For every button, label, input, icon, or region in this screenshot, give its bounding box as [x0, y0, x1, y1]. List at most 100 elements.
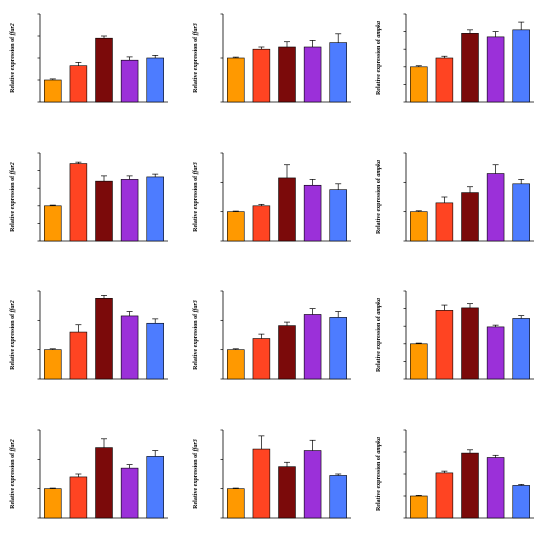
bar — [512, 318, 530, 380]
y-axis-title: Relative expression of ampka — [376, 437, 382, 511]
y-axis-title-gene: ampka — [376, 437, 382, 454]
bar — [146, 322, 164, 380]
panel-j: Relative expression of ffar2 — [10, 429, 168, 519]
bar — [435, 472, 454, 519]
panel-b: Relative expression of ffar3 — [193, 13, 351, 103]
panel-i: Relative expression of ampka — [376, 290, 534, 380]
y-axis-title: Relative expression of ffar3 — [193, 439, 199, 509]
bar — [252, 205, 271, 242]
bar — [461, 307, 479, 380]
bar — [461, 452, 479, 519]
bar — [120, 59, 139, 103]
panel-d: Relative expression of ffar2 — [10, 152, 168, 242]
y-axis-title-gene: ffar2 — [10, 439, 16, 451]
y-axis-title-gene: ffar3 — [193, 162, 199, 174]
bar — [278, 466, 296, 519]
bar — [227, 211, 245, 242]
bar — [95, 37, 113, 103]
y-axis-title-prefix: Relative expression of — [193, 312, 199, 369]
y-axis-title-prefix: Relative expression of — [376, 38, 382, 95]
y-axis-title-gene: ffar2 — [10, 300, 16, 312]
y-axis-title-gene: ampka — [376, 160, 382, 177]
y-axis-title: Relative expression of ffar2 — [10, 162, 16, 232]
bar — [486, 457, 505, 519]
bar — [69, 65, 88, 103]
bar — [512, 183, 530, 242]
bar — [486, 326, 505, 380]
panel-a: Relative expression of ffar2 — [10, 13, 168, 103]
bar — [410, 495, 428, 519]
bar — [329, 475, 347, 519]
panel-f: Relative expression of ampka — [376, 152, 534, 242]
y-axis-title-prefix: Relative expression of — [193, 174, 199, 231]
y-axis-title-prefix: Relative expression of — [10, 451, 16, 508]
y-axis-title-prefix: Relative expression of — [10, 312, 16, 369]
y-axis-title: Relative expression of ampka — [376, 160, 382, 234]
bar — [44, 488, 62, 519]
bar — [486, 36, 505, 103]
y-axis-title: Relative expression of ffar2 — [10, 23, 16, 93]
panel-e: Relative expression of ffar3 — [193, 152, 351, 242]
bar — [486, 173, 505, 242]
panel-k: Relative expression of ffar3 — [193, 429, 351, 519]
bar — [435, 202, 454, 242]
bar — [410, 66, 428, 103]
bar — [227, 349, 245, 380]
bar — [227, 57, 245, 103]
y-axis-title-prefix: Relative expression of — [193, 35, 199, 92]
y-axis-title-prefix: Relative expression of — [10, 35, 16, 92]
bar — [278, 46, 296, 103]
bar — [303, 450, 322, 519]
bar — [120, 179, 139, 242]
y-axis-title: Relative expression of ffar2 — [10, 439, 16, 509]
bar — [435, 310, 454, 380]
y-axis-title-gene: ffar3 — [193, 300, 199, 312]
bar — [329, 42, 347, 103]
bar — [44, 349, 62, 380]
panel-l: Relative expression of ampka — [376, 429, 534, 519]
bar — [329, 317, 347, 380]
bar — [303, 46, 322, 103]
bar — [69, 476, 88, 519]
y-axis-title: Relative expression of ffar3 — [193, 162, 199, 232]
bar — [278, 325, 296, 380]
bar — [95, 180, 113, 242]
bar — [410, 343, 428, 380]
bar — [95, 447, 113, 519]
y-axis-title-prefix: Relative expression of — [376, 454, 382, 511]
bar — [146, 176, 164, 242]
bar — [69, 163, 88, 242]
y-axis-title-gene: ampka — [376, 298, 382, 315]
panel-g: Relative expression of ffar2 — [10, 290, 168, 380]
panel-c: Relative expression of ampka — [376, 13, 534, 103]
panel-h: Relative expression of ffar3 — [193, 290, 351, 380]
bar — [512, 29, 530, 103]
bar — [303, 314, 322, 380]
bar — [278, 177, 296, 242]
bar — [303, 184, 322, 242]
bar — [329, 189, 347, 242]
y-axis-title-gene: ffar2 — [10, 23, 16, 35]
y-axis-title-gene: ampka — [376, 21, 382, 38]
bar — [120, 467, 139, 519]
bar — [120, 315, 139, 380]
y-axis-title: Relative expression of ffar2 — [10, 300, 16, 370]
bar — [410, 211, 428, 242]
bar — [95, 298, 113, 380]
bar — [227, 488, 245, 519]
y-axis-title: Relative expression of ffar3 — [193, 23, 199, 93]
y-axis-title-prefix: Relative expression of — [376, 315, 382, 372]
bar — [69, 331, 88, 380]
bar — [146, 57, 164, 103]
bar — [512, 485, 530, 519]
y-axis-title: Relative expression of ampka — [376, 298, 382, 372]
bar — [252, 48, 271, 103]
y-axis-title-prefix: Relative expression of — [376, 177, 382, 234]
bar — [44, 205, 62, 242]
bar — [461, 192, 479, 242]
bar — [146, 456, 164, 519]
y-axis-title-gene: ffar3 — [193, 439, 199, 451]
y-axis-title: Relative expression of ampka — [376, 21, 382, 95]
